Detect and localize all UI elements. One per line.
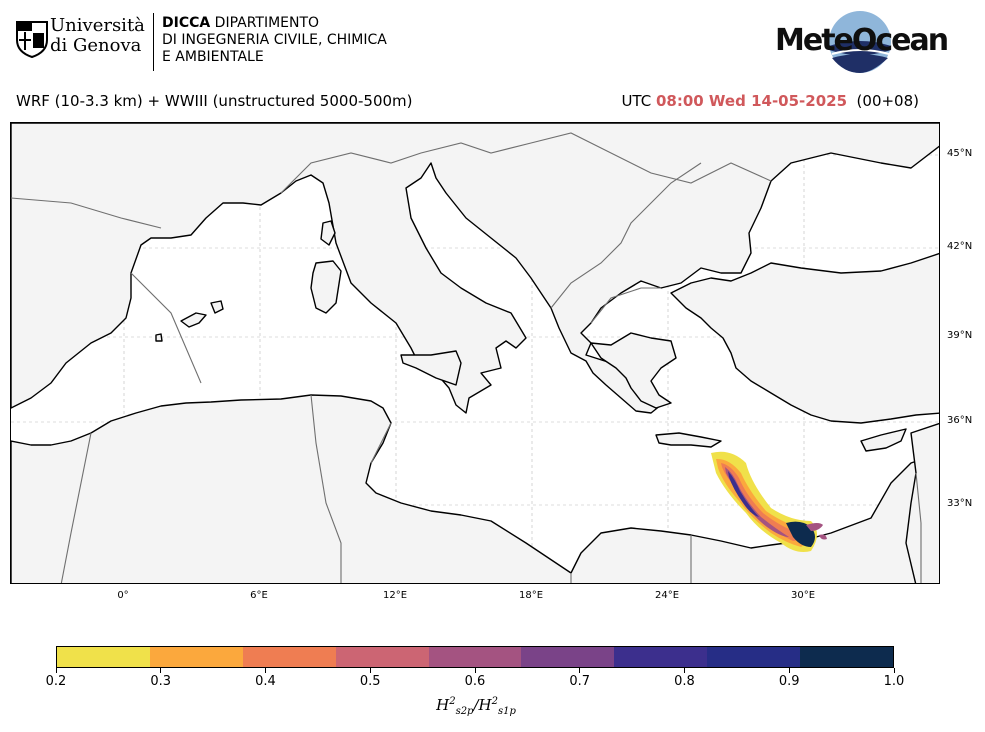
forecast-datetime: 08:00 Wed 14-05-2025 bbox=[655, 92, 848, 110]
department-line3: E AMBIENTALE bbox=[162, 49, 264, 65]
lon-label-24e: 24°E bbox=[654, 590, 680, 601]
lat-label-42n: 42°N bbox=[947, 241, 973, 252]
colorbar-segment bbox=[428, 647, 522, 667]
forecast-time: UTC 08:00 Wed 14-05-2025 (00+08) bbox=[621, 92, 919, 110]
africa-landmass bbox=[11, 394, 939, 583]
meteocean-brand: MeteOcean bbox=[775, 23, 949, 58]
colorbar-tick-label: 1.0 bbox=[883, 674, 905, 689]
university-crest-icon bbox=[16, 21, 48, 58]
landmasses bbox=[11, 123, 939, 583]
crete-island bbox=[655, 432, 722, 448]
colorbar-tick-mark bbox=[55, 668, 57, 673]
colorbar-tick-label: 0.2 bbox=[45, 674, 67, 689]
colorbar-tick-label: 0.6 bbox=[464, 674, 486, 689]
department-line1: DIPARTIMENTO bbox=[210, 15, 320, 31]
colorbar-tick-mark bbox=[893, 668, 895, 673]
department-name: DICCA DIPARTIMENTO DI INGEGNERIA CIVILE,… bbox=[162, 15, 387, 66]
colorbar-tick-label: 0.8 bbox=[674, 674, 695, 689]
country-borders bbox=[11, 132, 922, 583]
department-acronym: DICCA bbox=[162, 15, 211, 31]
colorbar-segment bbox=[800, 647, 894, 667]
university-name-line2: di Genova bbox=[50, 35, 142, 56]
colorbar-tick-mark bbox=[474, 668, 476, 673]
lon-label-6e: 6°E bbox=[250, 590, 268, 601]
lat-label-45n: 45°N bbox=[947, 148, 973, 159]
colorbar-tick-label: 0.7 bbox=[569, 674, 591, 689]
lon-label-0: 0° bbox=[117, 590, 129, 601]
colorbar-segment bbox=[707, 647, 801, 667]
lat-label-36n: 36°N bbox=[947, 415, 973, 426]
sardinia-island bbox=[310, 260, 342, 314]
university-name-line1: Università bbox=[50, 15, 145, 36]
colorbar-tick-mark bbox=[788, 668, 790, 673]
colorbar-segment bbox=[335, 647, 429, 667]
colorbar-segment bbox=[521, 647, 615, 667]
lat-label-39n: 39°N bbox=[947, 330, 973, 341]
colorbar-title-h1: H bbox=[436, 696, 450, 714]
colorbar-title-sup1: 2 bbox=[449, 696, 456, 707]
wave-ratio-field bbox=[711, 451, 827, 552]
levant-landmass bbox=[905, 422, 939, 583]
colorbar-tick-mark bbox=[579, 668, 581, 673]
lat-label-33n: 33°N bbox=[947, 498, 973, 509]
sicily-island bbox=[400, 350, 462, 386]
colorbar-title-h2: H bbox=[478, 696, 492, 714]
header: Università di Genova DICCA DIPARTIMENTO … bbox=[0, 0, 985, 90]
forecast-step: (00+08) bbox=[847, 92, 919, 110]
colorbar-tick-label: 0.9 bbox=[778, 674, 800, 689]
colorbar-tick-mark bbox=[265, 668, 266, 673]
colorbar-tick-mark bbox=[684, 668, 685, 673]
anatolia-landmass bbox=[670, 252, 939, 424]
colorbar-segment bbox=[149, 647, 243, 667]
europe-landmass bbox=[11, 123, 939, 414]
corsica-island bbox=[320, 220, 336, 246]
colorbar-title-sub1: s2p bbox=[455, 706, 474, 717]
colorbar-tick-mark bbox=[369, 668, 371, 673]
colorbar-title: H2s2p/H2s1p bbox=[436, 696, 516, 717]
lon-label-30e: 30°E bbox=[790, 590, 816, 601]
cyprus-island bbox=[860, 428, 907, 452]
colorbar-tick-label: 0.5 bbox=[359, 674, 381, 689]
colorbar-title-sub2: s1p bbox=[498, 706, 516, 717]
colorbar-segment bbox=[614, 647, 708, 667]
meteocean-globe-icon bbox=[829, 11, 891, 73]
lon-label-18e: 18°E bbox=[518, 590, 544, 601]
university-name: Università di Genova bbox=[50, 16, 145, 56]
colorbar-segment bbox=[242, 647, 336, 667]
colorbar-tick-label: 0.4 bbox=[255, 674, 276, 689]
balearic-islands bbox=[180, 312, 207, 328]
colorbar-tick-mark bbox=[160, 668, 162, 673]
department-line2: DI INGEGNERIA CIVILE, CHIMICA bbox=[162, 32, 387, 48]
colorbar-title-sup2: 2 bbox=[491, 696, 498, 707]
colorbar-tick-label: 0.3 bbox=[150, 674, 172, 689]
colorbar-segment bbox=[57, 647, 150, 667]
map-panel[interactable] bbox=[10, 122, 940, 584]
lon-label-12e: 12°E bbox=[382, 590, 408, 601]
greece-landmass bbox=[590, 332, 677, 409]
map-canvas bbox=[11, 123, 939, 583]
time-prefix: UTC bbox=[621, 92, 656, 110]
colorbar bbox=[56, 646, 894, 668]
model-subtitle: WRF (10-3.3 km) + WWIII (unstructured 50… bbox=[16, 92, 413, 110]
logo-divider bbox=[153, 13, 155, 71]
